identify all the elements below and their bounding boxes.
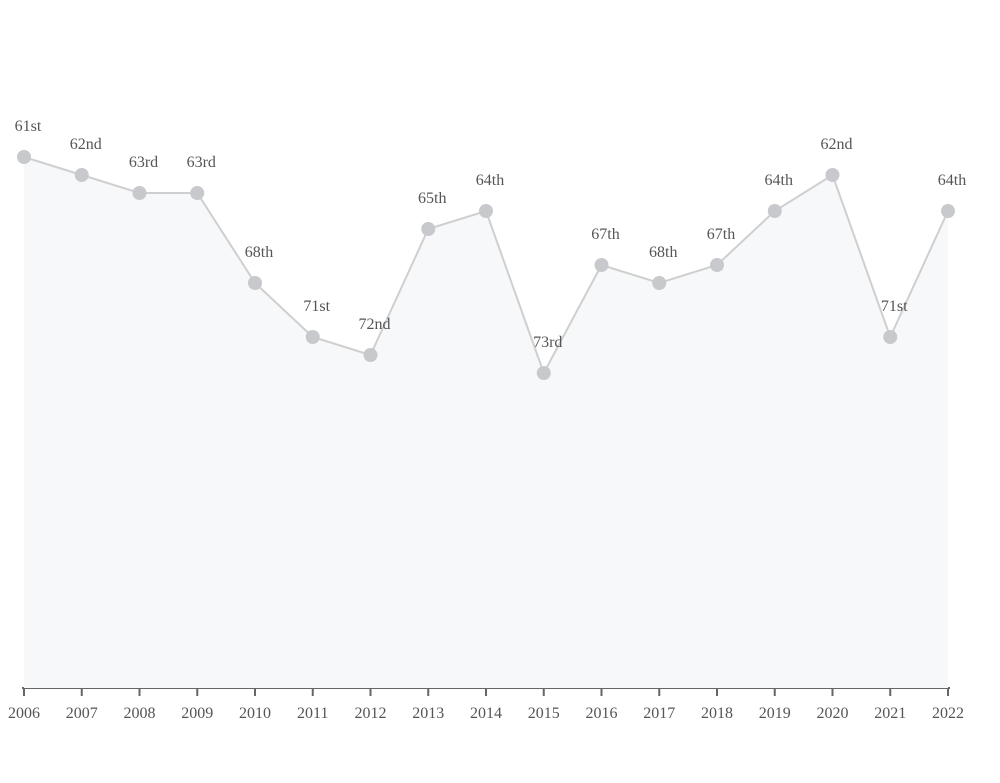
x-tick-label: 2019 <box>759 705 791 722</box>
data-label: 62nd <box>70 136 102 153</box>
data-label: 63rd <box>187 154 216 171</box>
point <box>132 186 147 200</box>
data-label: 73rd <box>533 334 562 351</box>
point <box>363 348 378 362</box>
x-tick-label: 2012 <box>355 705 387 722</box>
point <box>248 276 262 290</box>
data-label: 68th <box>649 244 677 261</box>
x-tick-label: 2016 <box>586 705 618 722</box>
x-tick-label: 2006 <box>8 705 40 722</box>
point <box>421 222 436 236</box>
data-label: 72nd <box>359 316 391 333</box>
data-label: 67th <box>707 226 735 243</box>
data-label: 71st <box>303 298 330 315</box>
x-tick-label: 2015 <box>528 705 560 722</box>
x-tick-label: 2017 <box>643 705 675 722</box>
x-tick-label: 2022 <box>932 705 964 722</box>
point <box>941 204 955 218</box>
data-label: 61st <box>15 118 42 135</box>
x-tick-label: 2008 <box>124 705 156 722</box>
point <box>305 330 320 344</box>
point <box>190 186 205 200</box>
point <box>594 258 609 272</box>
x-tick-label: 2014 <box>470 705 502 722</box>
point <box>825 168 840 182</box>
data-label: 64th <box>765 172 793 189</box>
data-label: 64th <box>476 172 504 189</box>
point <box>17 150 31 164</box>
point <box>883 330 898 344</box>
point <box>710 258 724 272</box>
point <box>479 204 493 218</box>
point <box>536 366 551 380</box>
data-label: 64th <box>938 172 966 189</box>
x-tick-label: 2011 <box>297 705 328 722</box>
data-label: 71st <box>881 298 908 315</box>
x-tick-label: 2013 <box>412 705 444 722</box>
x-tick-label: 2021 <box>874 705 906 722</box>
x-tick-label: 2009 <box>181 705 213 722</box>
data-label: 68th <box>245 244 273 261</box>
x-tick-label: 2018 <box>701 705 733 722</box>
x-tick-label: 2010 <box>239 705 271 722</box>
x-tick-label: 2007 <box>66 705 98 722</box>
data-label: 65th <box>418 190 446 207</box>
point <box>652 276 667 290</box>
data-label: 63rd <box>129 154 158 171</box>
point <box>767 204 782 218</box>
point <box>74 168 89 182</box>
data-label: 67th <box>591 226 619 243</box>
x-tick-label: 2020 <box>817 705 849 722</box>
area <box>24 157 948 688</box>
data-label: 62nd <box>821 136 853 153</box>
